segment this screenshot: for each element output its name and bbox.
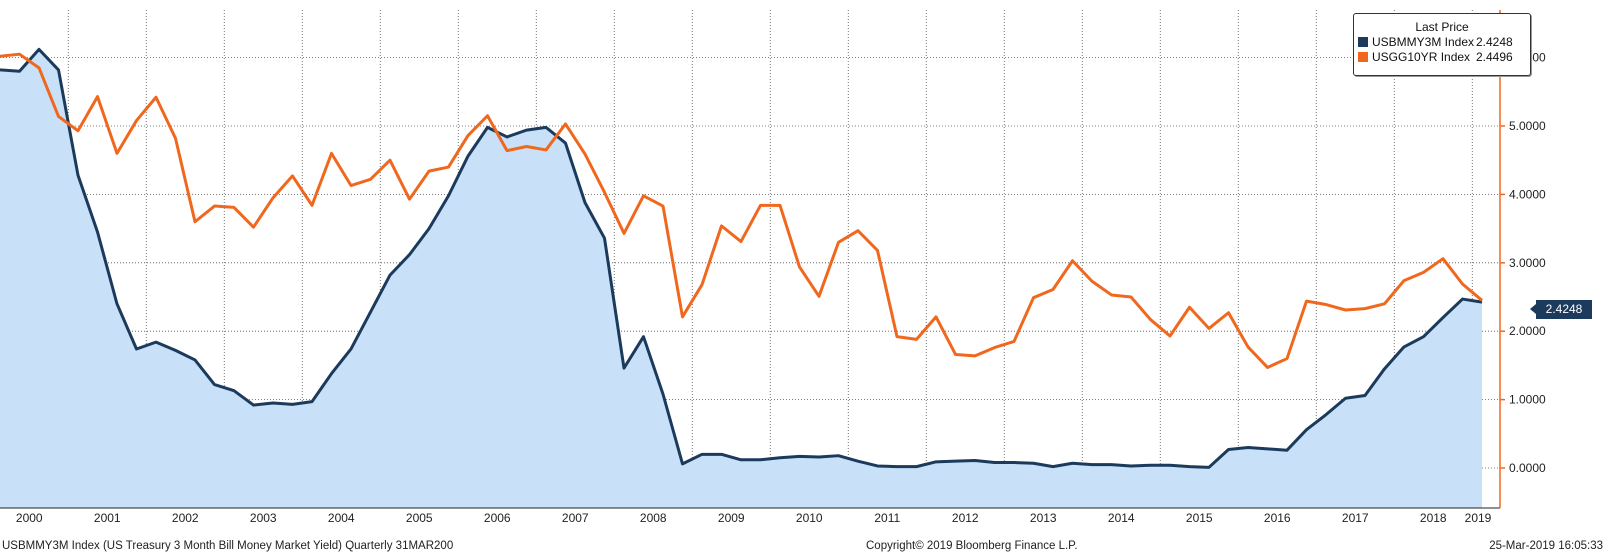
y-tick-label: 4.0000 bbox=[1509, 187, 1546, 201]
x-tick-label: 2015 bbox=[1186, 511, 1213, 525]
series-lines bbox=[0, 47, 1483, 469]
y-tick-label: 3.0000 bbox=[1509, 256, 1546, 270]
x-tick-label: 2017 bbox=[1342, 511, 1369, 525]
legend-value-usbmmy3m: 2.4248 bbox=[1476, 34, 1513, 49]
legend-label-usgg10yr: USGG10YR Index bbox=[1372, 49, 1471, 64]
y-tick-label: 5.0000 bbox=[1509, 119, 1546, 133]
series-line-usbmmy3m bbox=[0, 47, 1483, 469]
legend-label-usbmmy3m: USBMMY3M Index bbox=[1372, 34, 1475, 49]
y-tick-label: 0.0000 bbox=[1509, 461, 1546, 475]
x-tick-label: 2012 bbox=[952, 511, 979, 525]
x-tick-label: 2014 bbox=[1108, 511, 1135, 525]
x-tick-label: 2000 bbox=[16, 511, 43, 525]
x-tick-label: 2011 bbox=[874, 511, 900, 525]
x-tick-label: 2006 bbox=[484, 511, 511, 525]
x-tick-label: 2007 bbox=[562, 511, 589, 525]
y-axis-ticks: 6.00005.00004.00003.00002.00001.00000.00… bbox=[1500, 51, 1546, 475]
x-tick-label: 2002 bbox=[172, 511, 199, 525]
series-area-fill-usbmmy3m bbox=[0, 49, 1482, 508]
x-tick-label: 2009 bbox=[718, 511, 745, 525]
footer-source: USBMMY3M Index (US Treasury 3 Month Bill… bbox=[2, 540, 454, 552]
x-tick-label: 2004 bbox=[328, 511, 355, 525]
legend-entry-usgg10yr: USGG10YR Index 2.4496 bbox=[1354, 49, 1530, 64]
x-tick-label: 2018 bbox=[1420, 511, 1447, 525]
series-area bbox=[0, 49, 1482, 508]
legend-title: Last Price bbox=[1415, 20, 1469, 34]
footer-copyright: Copyright© 2019 Bloomberg Finance L.P. bbox=[866, 540, 1078, 552]
legend-entry-usbmmy3m: USBMMY3M Index 2.4248 bbox=[1354, 34, 1530, 49]
legend-swatch-usgg10yr bbox=[1358, 51, 1368, 62]
x-tick-label: 2019 bbox=[1465, 511, 1492, 525]
axes bbox=[0, 10, 1501, 509]
x-tick-label: 2010 bbox=[796, 511, 823, 525]
y-tick-label: 2.0000 bbox=[1509, 324, 1546, 338]
x-tick-label: 2001 bbox=[94, 511, 121, 525]
x-axis-ticks: 2000 2001 2002 2003 2004 2005 2006 2007 2008 2009… bbox=[16, 511, 1492, 525]
legend-swatch-usbmmy3m bbox=[1358, 36, 1368, 47]
x-tick-label: 2016 bbox=[1264, 511, 1291, 525]
series-line-usgg10yr bbox=[0, 52, 1483, 369]
x-tick-label: 2008 bbox=[640, 511, 667, 525]
legend: Last Price USBMMY3M Index 2.4248 USGG10Y… bbox=[1353, 13, 1531, 76]
footer-timestamp: 25-Mar-2019 16:05:33 bbox=[1489, 540, 1603, 552]
x-tick-label: 2013 bbox=[1030, 511, 1057, 525]
y-tick-label: 1.0000 bbox=[1509, 393, 1546, 407]
legend-value-usgg10yr: 2.4496 bbox=[1476, 49, 1513, 64]
x-tick-label: 2003 bbox=[250, 511, 277, 525]
last-value-tag: 2.4248 bbox=[1530, 300, 1592, 319]
x-tick-label: 2005 bbox=[406, 511, 433, 525]
